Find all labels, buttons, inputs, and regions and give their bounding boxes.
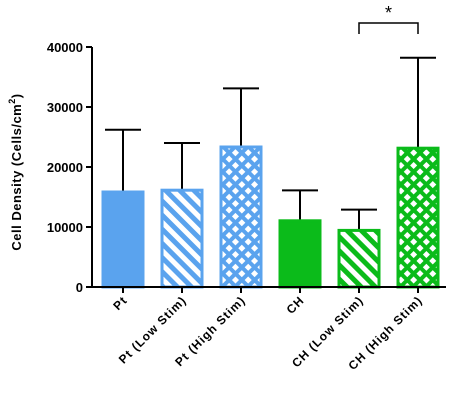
y-tick-label-1: 10000 bbox=[47, 220, 83, 235]
y-axis-title-superscript: 2 bbox=[7, 98, 17, 104]
bar-0 bbox=[101, 190, 145, 289]
bar-5 bbox=[396, 146, 440, 289]
y-tick-label-4: 40000 bbox=[47, 40, 83, 55]
y-tick-label-2: 20000 bbox=[47, 160, 83, 175]
y-axis-title: Cell Density (Cells/cm2) bbox=[7, 93, 24, 250]
bar-2 bbox=[219, 145, 263, 289]
y-tick-label-0: 0 bbox=[76, 280, 83, 295]
significance-bracket-0 bbox=[358, 22, 419, 34]
bar-3 bbox=[278, 219, 322, 289]
y-tick-label-3: 30000 bbox=[47, 100, 83, 115]
x-tick-label-0: Pt bbox=[110, 293, 130, 313]
y-axis-title-main: Cell Density (Cells/cm bbox=[9, 104, 24, 251]
significance-label-0: * bbox=[385, 3, 392, 23]
y-axis-title-close: ) bbox=[9, 93, 24, 98]
x-tick-label-3: CH bbox=[284, 293, 308, 317]
bar-4 bbox=[337, 228, 381, 289]
bar-1 bbox=[160, 188, 204, 289]
